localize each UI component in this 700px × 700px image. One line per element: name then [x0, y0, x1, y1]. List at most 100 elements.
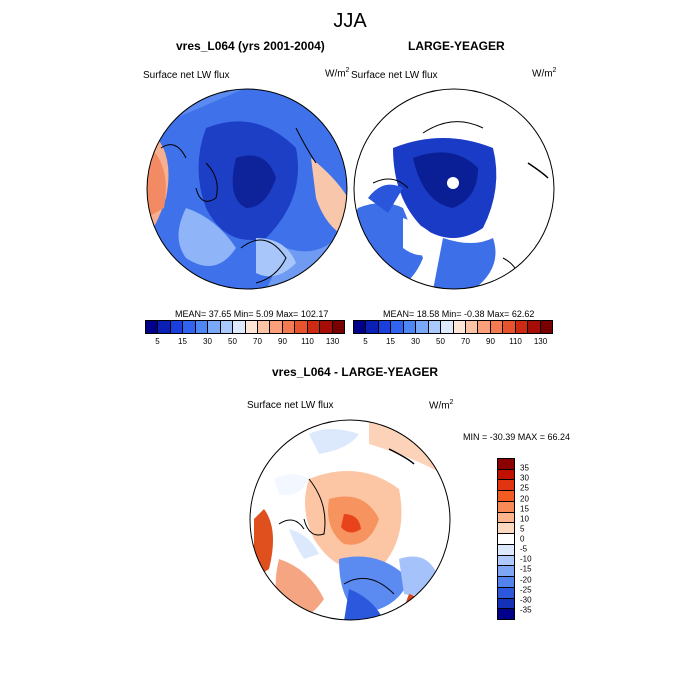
colorbar-tick-label: 90	[278, 337, 287, 346]
colorbar-swatch	[478, 321, 491, 333]
colorbar-tick-label: 0	[520, 534, 525, 544]
colorbar-tick-label: 110	[301, 337, 314, 346]
colorbar-tick-label: 110	[509, 337, 522, 346]
colorbar-tick-label: -10	[520, 554, 532, 564]
panel1-stats: MEAN= 37.65 Min= 5.09 Max= 102.17	[175, 309, 329, 319]
colorbar-tick-label: -15	[520, 564, 532, 574]
colorbar-swatch	[498, 566, 514, 578]
colorbar-swatch	[183, 321, 196, 333]
colorbar-tick-label: 130	[533, 337, 548, 346]
colorbar-swatch	[354, 321, 367, 333]
colorbar-tick-label: 70	[253, 337, 262, 346]
colorbar-tick-label: 25	[520, 483, 529, 493]
colorbar-swatch	[498, 577, 514, 588]
colorbar-swatch	[282, 321, 296, 333]
colorbar-swatch	[257, 321, 271, 333]
colorbar-tick-label: -5	[520, 544, 528, 554]
colorbar-swatch	[332, 321, 344, 333]
colorbar-swatch	[403, 321, 417, 333]
colorbar-swatch	[245, 321, 258, 333]
colorbar-tick-label: 10	[520, 514, 529, 524]
panel2-colorbar	[353, 320, 553, 334]
colorbar-tick-label: 5	[520, 524, 525, 534]
panel1-colorbar-labels: 5 15 30 50 70 90 110 130	[145, 337, 345, 349]
colorbar-tick-label: 35	[520, 463, 529, 473]
panel3-title: vres_L064 - LARGE-YEAGER	[272, 365, 439, 379]
colorbar-swatch	[320, 321, 333, 333]
colorbar-swatch	[233, 321, 246, 333]
panel2-units: W/m2	[532, 67, 557, 80]
colorbar-swatch	[146, 321, 159, 333]
colorbar-tick-label: 20	[520, 494, 529, 503]
colorbar-swatch	[490, 321, 504, 333]
colorbar-swatch	[295, 321, 308, 333]
colorbar-swatch	[498, 598, 514, 610]
colorbar-tick-label: -30	[520, 595, 532, 605]
colorbar-swatch	[498, 534, 514, 545]
colorbar-tick-label: 5	[363, 337, 368, 346]
colorbar-swatch	[158, 321, 171, 333]
colorbar-tick-label: 15	[520, 504, 529, 514]
colorbar-swatch	[498, 512, 514, 524]
colorbar-swatch	[465, 321, 479, 333]
colorbar-swatch	[453, 321, 466, 333]
panel2-stats: MEAN= 18.58 Min= -0.38 Max= 62.62	[383, 309, 535, 319]
colorbar-swatch	[540, 321, 552, 333]
colorbar-swatch	[498, 555, 514, 567]
figure-title: JJA	[333, 10, 367, 32]
colorbar-swatch	[498, 544, 514, 556]
panel3-subtitle: Surface net LW flux	[247, 400, 334, 411]
polar-stereographic-map-2	[353, 88, 555, 290]
colorbar-swatch	[428, 321, 442, 333]
panel3-stats: MIN = -30.39 MAX = 66.24	[463, 432, 571, 442]
colorbar-swatch	[378, 321, 392, 333]
colorbar-swatch	[270, 321, 283, 333]
panel3-units: W/m2	[429, 399, 454, 412]
panel1-subtitle: Surface net LW flux	[143, 70, 230, 81]
colorbar-swatch	[498, 587, 514, 599]
colorbar-tick-label: 30	[520, 473, 529, 483]
colorbar-tick-label: 70	[461, 337, 470, 346]
colorbar-swatch	[195, 321, 209, 333]
colorbar-swatch	[498, 469, 514, 481]
colorbar-swatch	[170, 321, 184, 333]
colorbar-swatch	[366, 321, 379, 333]
colorbar-swatch	[391, 321, 404, 333]
colorbar-swatch	[498, 459, 514, 470]
panel2-title: LARGE-YEAGER	[408, 39, 505, 53]
colorbar-swatch	[498, 609, 514, 620]
panel2-colorbar-labels: 5 15 30 50 70 90 110 130	[353, 337, 553, 349]
colorbar-tick-label: 30	[203, 337, 212, 346]
colorbar-swatch	[498, 523, 514, 535]
colorbar-tick-label: 15	[386, 337, 395, 346]
colorbar-tick-label: 5	[155, 337, 160, 346]
panel2-subtitle: Surface net LW flux	[351, 70, 438, 81]
colorbar-tick-label: -20	[520, 575, 532, 584]
panel1-title: vres_L064 (yrs 2001-2004)	[176, 39, 325, 53]
colorbar-swatch	[515, 321, 529, 333]
colorbar-swatch	[307, 321, 321, 333]
colorbar-swatch	[498, 480, 514, 492]
colorbar-tick-label: 50	[228, 337, 237, 346]
colorbar-swatch	[498, 501, 514, 513]
panel1-units: W/m2	[325, 67, 350, 80]
colorbar-swatch	[208, 321, 221, 333]
panel1-colorbar	[145, 320, 345, 334]
colorbar-swatch	[441, 321, 454, 333]
colorbar-tick-label: 30	[411, 337, 420, 346]
colorbar-tick-label: -35	[520, 605, 532, 615]
colorbar-swatch	[528, 321, 541, 333]
colorbar-swatch	[220, 321, 234, 333]
colorbar-tick-label: -25	[520, 585, 532, 595]
colorbar-swatch	[498, 491, 514, 502]
polar-stereographic-map-3	[249, 419, 451, 621]
colorbar-swatch	[416, 321, 429, 333]
polar-stereographic-map-1	[146, 88, 348, 290]
panel3-colorbar-labels: 35 30 25 20 15 10 5 0 -5 -10 -15 -20 -25 -30 -35	[520, 458, 560, 620]
colorbar-swatch	[503, 321, 516, 333]
panel3-colorbar	[497, 458, 515, 620]
colorbar-tick-label: 15	[178, 337, 187, 346]
colorbar-tick-label: 90	[486, 337, 495, 346]
colorbar-tick-label: 130	[325, 337, 340, 346]
colorbar-tick-label: 50	[436, 337, 445, 346]
